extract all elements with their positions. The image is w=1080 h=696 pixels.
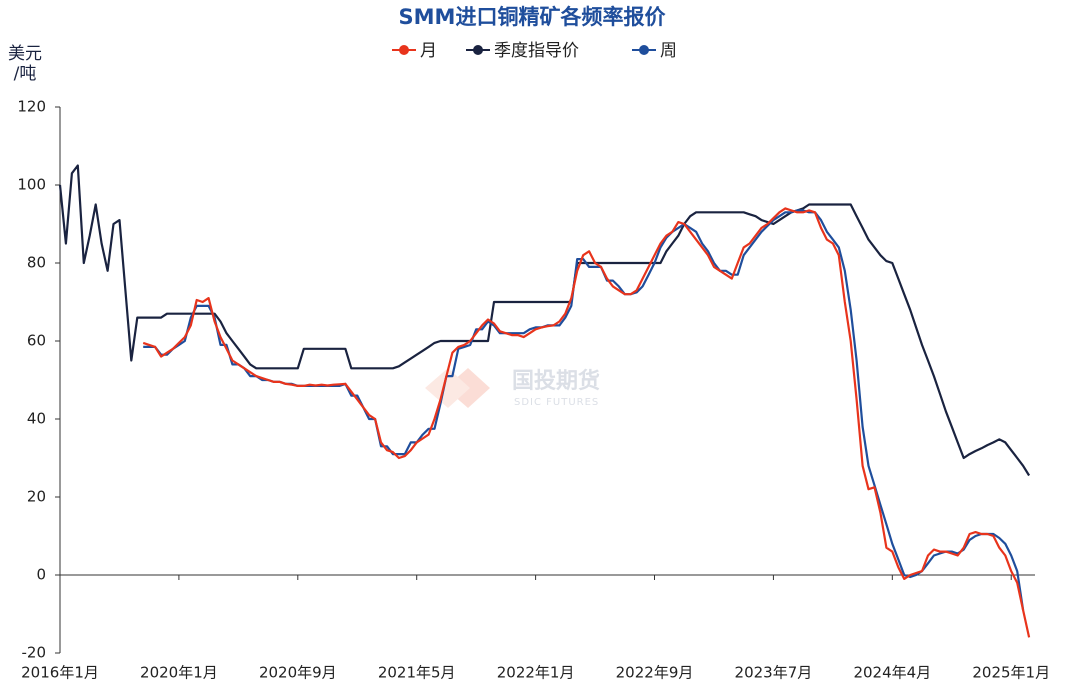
y-tick-label: 40 <box>27 410 46 428</box>
watermark-logo <box>425 368 470 408</box>
series-line <box>58 164 1031 477</box>
legend-label: 月 <box>420 41 437 61</box>
x-tick-label: 2022年9月 <box>616 664 694 682</box>
legend-item: 季度指导价 <box>466 41 579 61</box>
legend-label: 周 <box>660 41 677 61</box>
y-tick-label: 100 <box>17 176 46 194</box>
y-tick-label: 20 <box>27 488 46 506</box>
x-tick-label: 2020年9月 <box>259 664 337 682</box>
watermark-text: 国投期货 <box>512 368 600 394</box>
legend-marker <box>473 45 483 55</box>
y-tick-label: 0 <box>36 566 46 584</box>
y-tick-label: -20 <box>22 644 47 662</box>
x-tick-label: 2022年1月 <box>497 664 575 682</box>
x-tick-label: 2024年4月 <box>853 664 931 682</box>
x-tick-label: 2020年1月 <box>140 664 218 682</box>
x-tick-label: 2023年7月 <box>735 664 813 682</box>
y-tick-label: 60 <box>27 332 46 350</box>
x-tick-label: 2021年5月 <box>378 664 456 682</box>
x-tick-label: 2016年1月 <box>21 664 99 682</box>
x-tick-label: 2025年1月 <box>972 664 1050 682</box>
legend-label: 季度指导价 <box>494 41 579 61</box>
legend-marker <box>639 45 649 55</box>
legend-item: 周 <box>632 41 677 61</box>
watermark: 国投期货 SDIC FUTURES <box>425 368 600 408</box>
series-line <box>142 207 1031 638</box>
legend-item: 月 <box>392 41 437 61</box>
y-tick-label: 120 <box>17 98 46 116</box>
legend-marker <box>399 45 409 55</box>
watermark-text: SDIC FUTURES <box>514 397 599 408</box>
watermark-logo <box>445 368 490 408</box>
chart-title: SMM进口铜精矿各频率报价 <box>399 5 667 29</box>
y-tick-label: 80 <box>27 254 46 272</box>
y-axis-label: 美元 /吨 <box>8 44 42 84</box>
